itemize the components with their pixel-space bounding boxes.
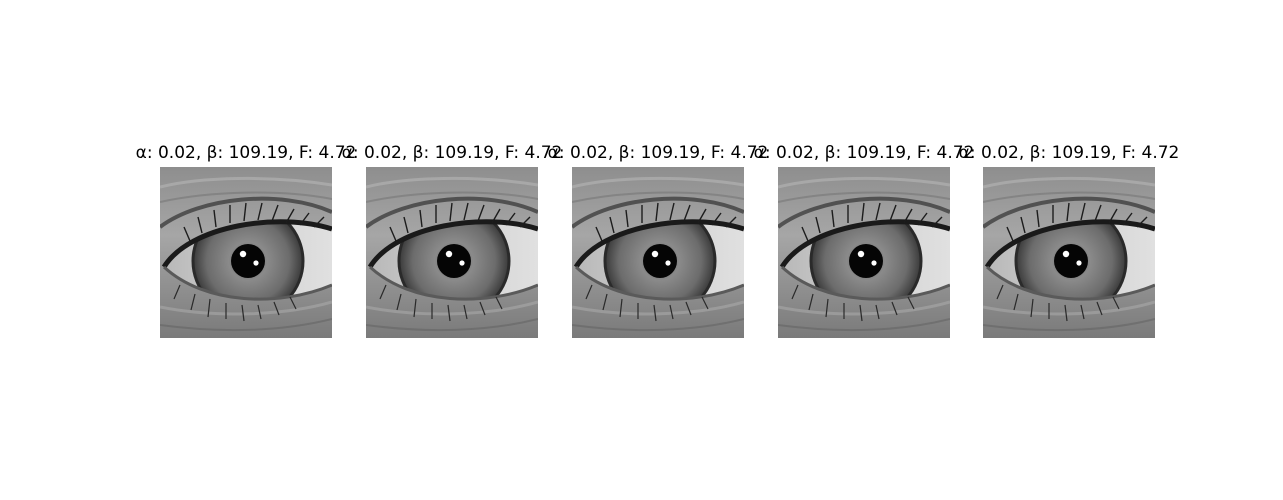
panel-2: α: 0.02, β: 109.19, F: 4.72: [342, 0, 562, 500]
panel-title: α: 0.02, β: 109.19, F: 4.72: [135, 143, 357, 163]
panel-title: α: 0.02, β: 109.19, F: 4.72: [753, 143, 975, 163]
eye-image: [983, 167, 1155, 338]
panel-5: α: 0.02, β: 109.19, F: 4.72: [959, 0, 1179, 500]
panel-4: α: 0.02, β: 109.19, F: 4.72: [754, 0, 974, 500]
panel-title: α: 0.02, β: 109.19, F: 4.72: [958, 143, 1180, 163]
panel-1: α: 0.02, β: 109.19, F: 4.72: [136, 0, 356, 500]
panel-3: α: 0.02, β: 109.19, F: 4.72: [548, 0, 768, 500]
panel-title: α: 0.02, β: 109.19, F: 4.72: [547, 143, 769, 163]
eye-image: [366, 167, 538, 338]
eye-image: [778, 167, 950, 338]
eye-image: [572, 167, 744, 338]
panel-title: α: 0.02, β: 109.19, F: 4.72: [341, 143, 563, 163]
eye-image: [160, 167, 332, 338]
